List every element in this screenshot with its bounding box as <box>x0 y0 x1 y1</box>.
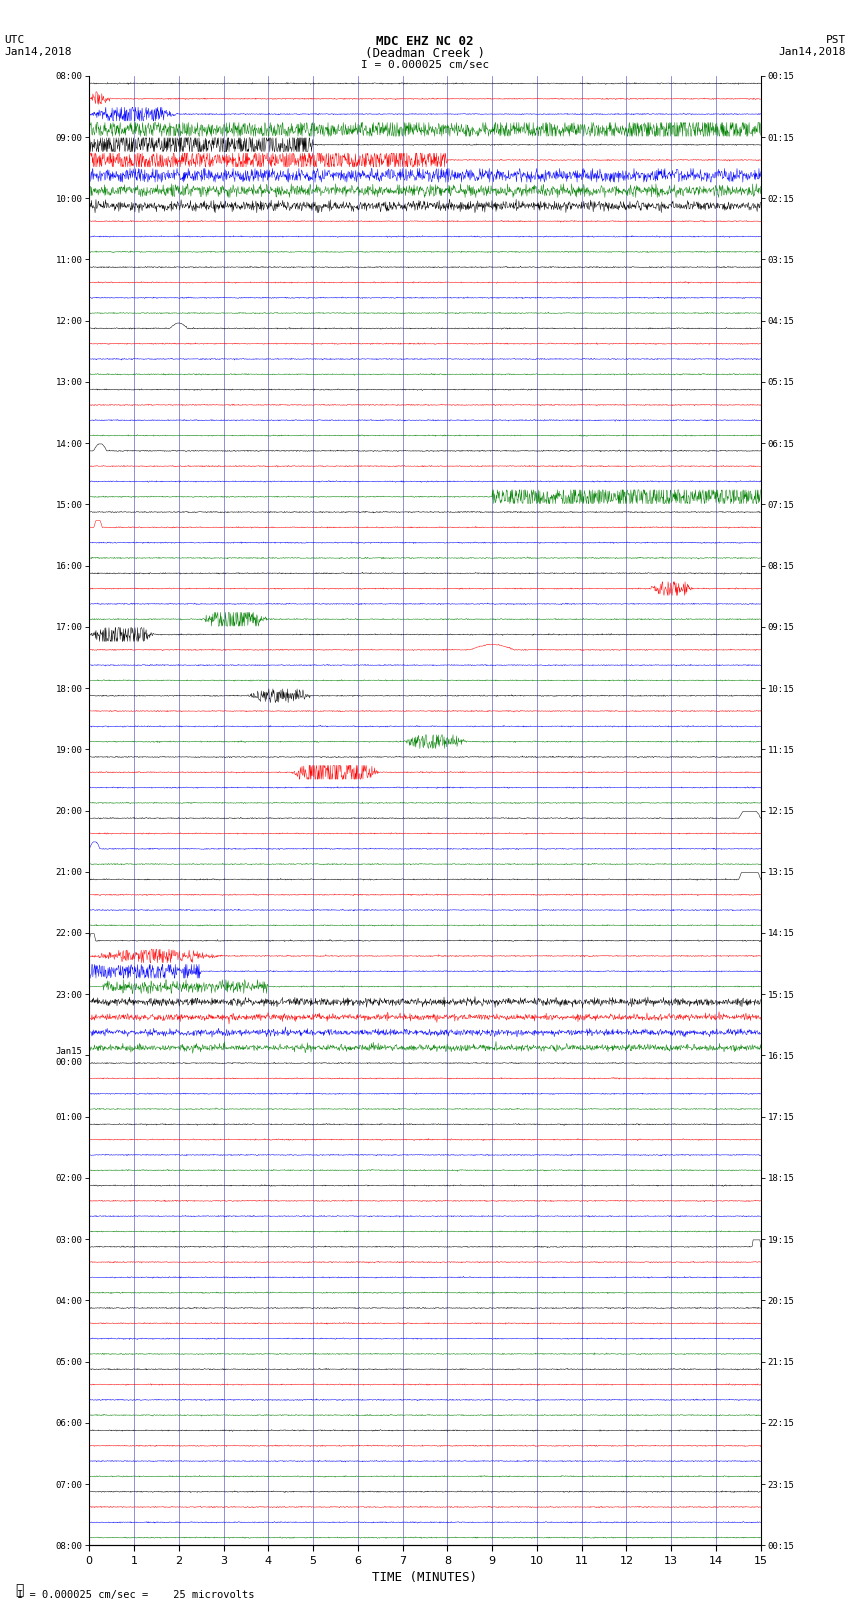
Text: (Deadman Creek ): (Deadman Creek ) <box>365 47 485 60</box>
Text: MDC EHZ NC 02: MDC EHZ NC 02 <box>377 35 473 48</box>
X-axis label: TIME (MINUTES): TIME (MINUTES) <box>372 1571 478 1584</box>
Text: PST: PST <box>825 35 846 45</box>
Text: Jan14,2018: Jan14,2018 <box>4 47 71 56</box>
Text: UTC: UTC <box>4 35 25 45</box>
Text: ⎸: ⎸ <box>15 1582 24 1597</box>
Text: Jan14,2018: Jan14,2018 <box>779 47 846 56</box>
Text: I = 0.000025 cm/sec =    25 microvolts: I = 0.000025 cm/sec = 25 microvolts <box>17 1590 254 1600</box>
Text: I = 0.000025 cm/sec: I = 0.000025 cm/sec <box>361 60 489 69</box>
